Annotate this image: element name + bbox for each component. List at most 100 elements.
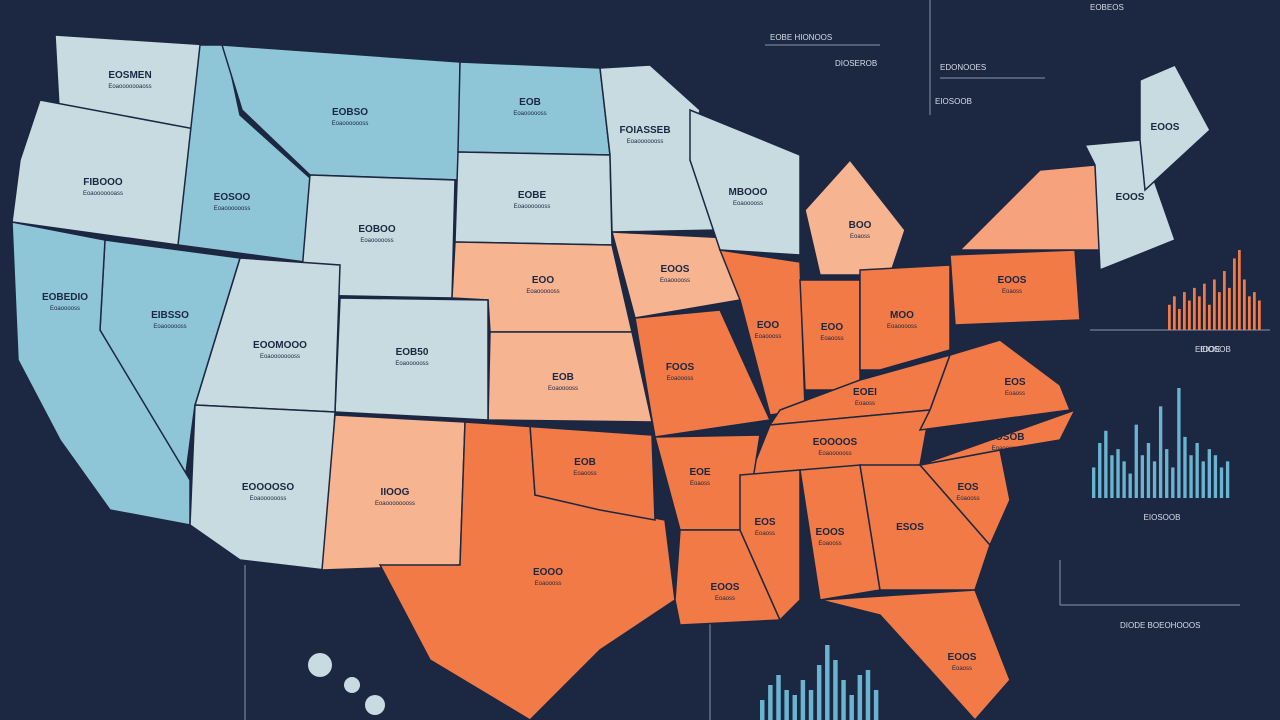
bar [1177,388,1181,498]
region-sublabel: Eoaooooss [733,201,763,207]
bar [1171,467,1175,498]
bar [1193,287,1196,330]
region-sublabel: Eoaoss [952,666,972,672]
region-label: EOB [519,97,541,108]
region-sublabel: Eoaooooooass [83,191,123,197]
region-sublabel: Eoaoss [1005,391,1025,397]
region-sublabel: Eoaooooooss [627,139,664,145]
bar [1208,304,1211,330]
region-label: EOSMEN [108,70,151,81]
region-sublabel: Eoaooooss [887,324,917,330]
region-sublabel: Eoaooooss [50,306,80,312]
region-label: EOOOOS [813,437,858,448]
bar [1168,304,1171,330]
annotation: EOBEOS [1090,3,1124,12]
region-label: EOS [1004,377,1025,388]
bar [1104,430,1108,498]
chart-caption: EIOSOB [1200,345,1231,354]
bar [1225,461,1230,498]
bar [808,690,814,720]
bar [865,670,871,720]
bar [873,690,879,720]
region-sublabel: Eoaooss [820,336,843,342]
region-sublabel: Eoaoooooss [526,289,559,295]
region-sublabel: Eoaooooooss [214,206,251,212]
region-label: EOOS [816,527,845,538]
region-label: EOB [574,457,596,468]
region [918,339,1072,431]
labels: EOSMEN Eoaooooooaoss FIBOOO Eoaooooooass EOS… [42,3,1220,672]
bar [1248,296,1251,330]
region [799,279,861,391]
bar [1110,455,1114,498]
region-label: EOB [552,372,574,383]
region-label: EOO [532,275,554,286]
region-sublabel: Eoaoooooooss [260,354,300,360]
bar [800,680,806,720]
region [819,589,1011,720]
bar-charts: EIOSOB EIOSOOB [760,250,1261,720]
bar [1183,436,1187,498]
bar [1213,455,1218,498]
bar [1165,449,1169,498]
region-sublabel: Eoaoss [690,481,710,487]
bar [1258,300,1261,330]
bar [833,660,838,720]
region-sublabel: Eoaoss [850,234,870,240]
region-sublabel: Eoaoooooss [513,111,546,117]
region-label: EOBEDIO [42,292,88,303]
region [457,61,611,156]
region-label: EOOO [533,567,563,578]
region-label: EOS [754,517,775,528]
region-sublabel: Eoaooooooss [332,121,369,127]
region [334,297,489,421]
region-label: EOOOOSO [242,482,294,493]
bar [1152,461,1157,498]
region [1139,64,1211,192]
region-label: EOOS [948,652,977,663]
island [344,677,360,693]
region-sublabel: Eoaooooooss [250,496,287,502]
bar [1098,443,1102,498]
bar [1134,424,1138,498]
bar [1188,300,1191,330]
region-label: FOOS [666,362,695,373]
bar [849,695,854,720]
region-label: EOBE [518,190,547,201]
bar [1218,292,1221,330]
bar [1122,461,1126,498]
annotation: DIOSEROB [835,59,877,68]
region [189,404,336,571]
region-label: EOBOO [358,224,395,235]
region-label: EOOS [998,275,1027,286]
island [365,695,385,715]
bar [784,690,789,720]
bar [1198,296,1201,330]
annotation: EOBE HIONOOS [770,33,832,42]
region-label: EOOS [1116,192,1145,203]
region [919,408,1077,466]
region-sublabel: Eoaoooooss [360,238,393,244]
region [674,529,782,626]
region [689,108,801,256]
bar [1228,287,1231,330]
region-sublabel: Eoaoooss [535,581,562,587]
region-label: FOIASSEB [619,125,670,136]
annotation: EIOOE [1195,345,1220,354]
region-sublabel: Eoaoooooooss [375,501,415,507]
bar [1233,258,1236,330]
region-label: EOOS [661,264,690,275]
bar [1195,443,1199,498]
region [739,469,801,622]
region-label: BOO [849,220,872,231]
region-sublabel: Eoaooooss [548,386,578,392]
region-sublabel: Eoaoooooss [153,324,186,330]
bar [1238,250,1241,330]
annotation: DIODE BOEOHOOOS [1120,621,1200,630]
region-label: EOB50 [396,347,429,358]
bar [1203,283,1206,330]
bar [1201,461,1205,498]
bar [1219,467,1224,498]
region-sublabel: Eoaooooooss [514,204,551,210]
